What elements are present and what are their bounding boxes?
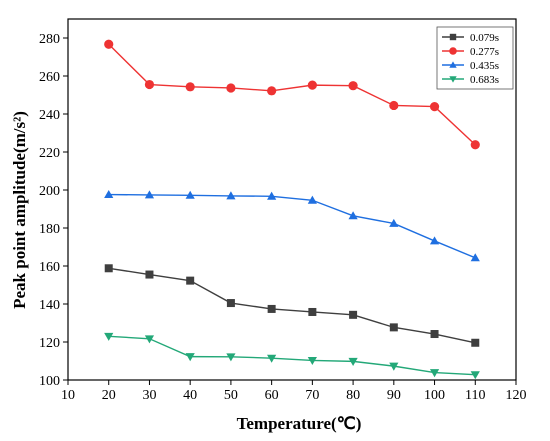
data-point <box>185 82 195 92</box>
data-point <box>429 369 440 378</box>
y-axis-title: Peak point amplitude(m/s²) <box>10 111 29 309</box>
data-point <box>429 101 440 112</box>
legend-marker <box>449 76 457 83</box>
data-point <box>226 299 235 308</box>
data-point <box>144 335 155 344</box>
y-tick-label: 160 <box>39 260 60 275</box>
x-tick-label: 100 <box>424 388 445 403</box>
data-point <box>307 356 317 366</box>
data-point <box>267 304 276 313</box>
legend-marker <box>449 61 457 68</box>
data-point <box>267 86 277 96</box>
data-point <box>471 338 480 347</box>
data-point <box>104 39 114 49</box>
y-tick-label: 220 <box>39 146 60 161</box>
data-point <box>429 236 440 245</box>
data-point <box>307 195 317 204</box>
data-point <box>226 191 236 200</box>
x-axis: 10 20 30 40 50 60 70 80 90 100 110 120 <box>61 380 527 403</box>
legend-marker <box>449 33 457 41</box>
x-tick-label: 90 <box>387 388 401 403</box>
y-tick-label: 140 <box>39 298 60 313</box>
data-point <box>348 357 358 366</box>
data-point <box>389 362 399 371</box>
series-line <box>108 43 476 146</box>
data-point <box>104 189 114 199</box>
data-point <box>144 190 155 199</box>
data-point <box>348 211 358 220</box>
y-tick-label: 180 <box>39 222 60 237</box>
x-tick-label: 40 <box>183 388 197 403</box>
x-tick-label: 120 <box>506 388 527 403</box>
data-point <box>430 330 439 339</box>
data-point <box>307 80 317 90</box>
x-tick-label: 30 <box>142 388 156 403</box>
data-point <box>349 310 358 319</box>
legend-marker <box>449 47 457 55</box>
series-line <box>108 335 476 376</box>
x-tick-label: 70 <box>305 388 319 403</box>
data-point <box>267 191 277 200</box>
data-point <box>389 218 399 227</box>
legend: 0.079s 0.277s 0.435s 0.683s <box>436 26 514 90</box>
series-0.683s <box>104 332 480 380</box>
series-0.277s <box>104 39 480 150</box>
data-point <box>348 81 358 91</box>
y-tick-label: 200 <box>39 184 60 199</box>
data-point <box>145 270 154 279</box>
x-tick-label: 110 <box>465 388 485 403</box>
legend-label: 0.277s <box>470 46 499 58</box>
plot-border <box>67 18 517 381</box>
x-tick-label: 60 <box>265 388 279 403</box>
data-point <box>389 323 398 332</box>
y-tick-label: 280 <box>39 32 60 47</box>
data-point <box>470 140 480 150</box>
series-line <box>108 267 476 344</box>
y-tick-label: 260 <box>39 70 60 85</box>
y-axis: 100 120 140 160 180 200 220 240 260 280 <box>39 32 68 389</box>
y-tick-label: 240 <box>39 108 60 123</box>
x-tick-label: 20 <box>102 388 116 403</box>
data-point <box>144 79 155 90</box>
legend-label: 0.435s <box>470 60 499 72</box>
series-0.435s <box>104 189 480 262</box>
legend-label: 0.079s <box>470 32 499 44</box>
data-point <box>185 190 195 199</box>
x-tick-label: 50 <box>224 388 238 403</box>
x-tick-label: 10 <box>61 388 75 403</box>
legend-label: 0.683s <box>470 74 499 86</box>
data-point <box>226 83 236 93</box>
plot-frame <box>67 18 517 381</box>
y-tick-label: 120 <box>39 336 60 351</box>
x-tick-label: 80 <box>346 388 360 403</box>
data-point <box>470 371 480 380</box>
data-point <box>389 100 399 111</box>
y-tick-label: 100 <box>39 374 60 389</box>
data-point <box>308 307 317 316</box>
data-point <box>226 353 236 362</box>
data-point <box>186 276 195 285</box>
x-axis-title: Temperature(℃) <box>237 414 362 433</box>
series-line <box>108 193 476 259</box>
series-0.079s <box>104 264 480 347</box>
data-point <box>104 264 113 273</box>
data-point <box>104 332 114 341</box>
data-point <box>185 353 195 362</box>
series-layer <box>104 39 480 380</box>
data-point <box>470 253 480 262</box>
data-point <box>267 354 277 363</box>
